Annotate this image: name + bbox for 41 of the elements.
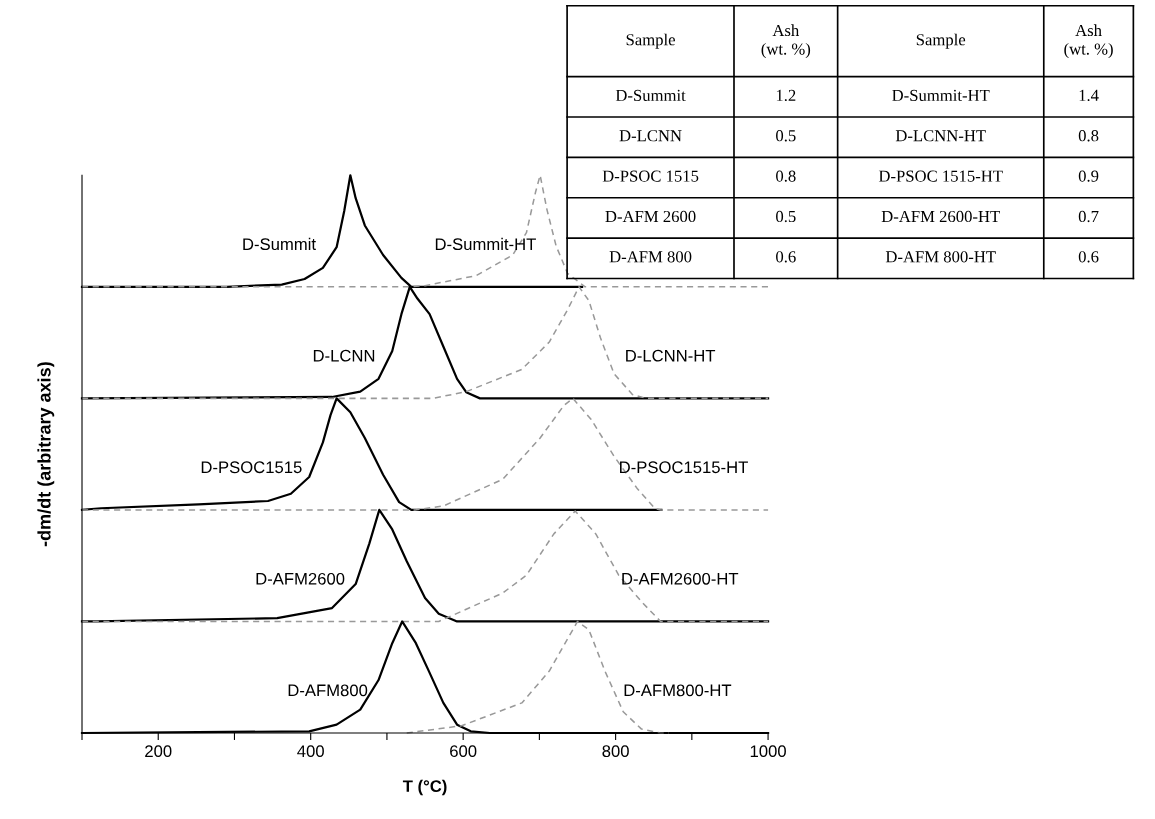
text: 0.8 xyxy=(776,170,796,182)
x-tick-label: 400 xyxy=(297,745,324,758)
series-label: D-AFM800 xyxy=(288,684,368,697)
text: 1.4 xyxy=(1079,89,1099,102)
annotation: D-AFM 800 xyxy=(609,251,692,263)
text: 0.7 xyxy=(1078,210,1099,223)
text: 0.9 xyxy=(1078,170,1099,182)
text: D-LCNN-HT xyxy=(895,130,986,142)
annotation: D-AFM 2600 xyxy=(605,210,696,223)
text: D-AFM 2600-HT xyxy=(881,210,1000,223)
text: D-LCNN xyxy=(619,130,682,142)
text: 0.6 xyxy=(776,251,796,263)
series-label: D-PSOC1515-HT xyxy=(620,461,748,474)
text: Ash (wt. %) xyxy=(1064,24,1113,59)
series-label: D-LCNN xyxy=(313,349,375,362)
series-label: D-Summit xyxy=(243,237,316,251)
x-tick-label: 800 xyxy=(602,745,629,758)
x-tick-label: 1000 xyxy=(750,745,786,758)
text: D-Summit xyxy=(615,89,686,101)
series-label: D-AFM800-HT xyxy=(624,684,732,697)
text: D-PSOC 1515-HT xyxy=(878,170,1003,182)
text: Ash (wt. %) xyxy=(761,24,811,59)
series-label: D-AFM2600-HT xyxy=(622,572,739,585)
annotation: D-PSOC 1515 xyxy=(602,170,699,182)
text: Sample xyxy=(626,33,675,49)
text: 0.5 xyxy=(776,130,796,142)
y-axis-title: -dm/dt (arbitrary axis) xyxy=(37,362,55,547)
text: D-AFM 800-HT xyxy=(885,251,996,263)
series-label: D-Summit-HT xyxy=(435,237,536,251)
text: 0.8 xyxy=(1078,130,1099,142)
text: D-Summit-HT xyxy=(892,89,990,101)
x-tick-label: 600 xyxy=(450,745,477,758)
series-label: D-AFM2600 xyxy=(256,572,345,585)
x-axis-title: T (°C) xyxy=(402,779,447,796)
text: 1.2 xyxy=(776,89,796,102)
x-tick-label: 200 xyxy=(145,745,172,758)
text: 0.6 xyxy=(1078,251,1099,263)
series-label: D-LCNN-HT xyxy=(626,349,716,362)
text: 0.5 xyxy=(776,210,796,223)
text: Sample xyxy=(916,33,966,49)
series-label: D-PSOC1515 xyxy=(201,461,302,474)
